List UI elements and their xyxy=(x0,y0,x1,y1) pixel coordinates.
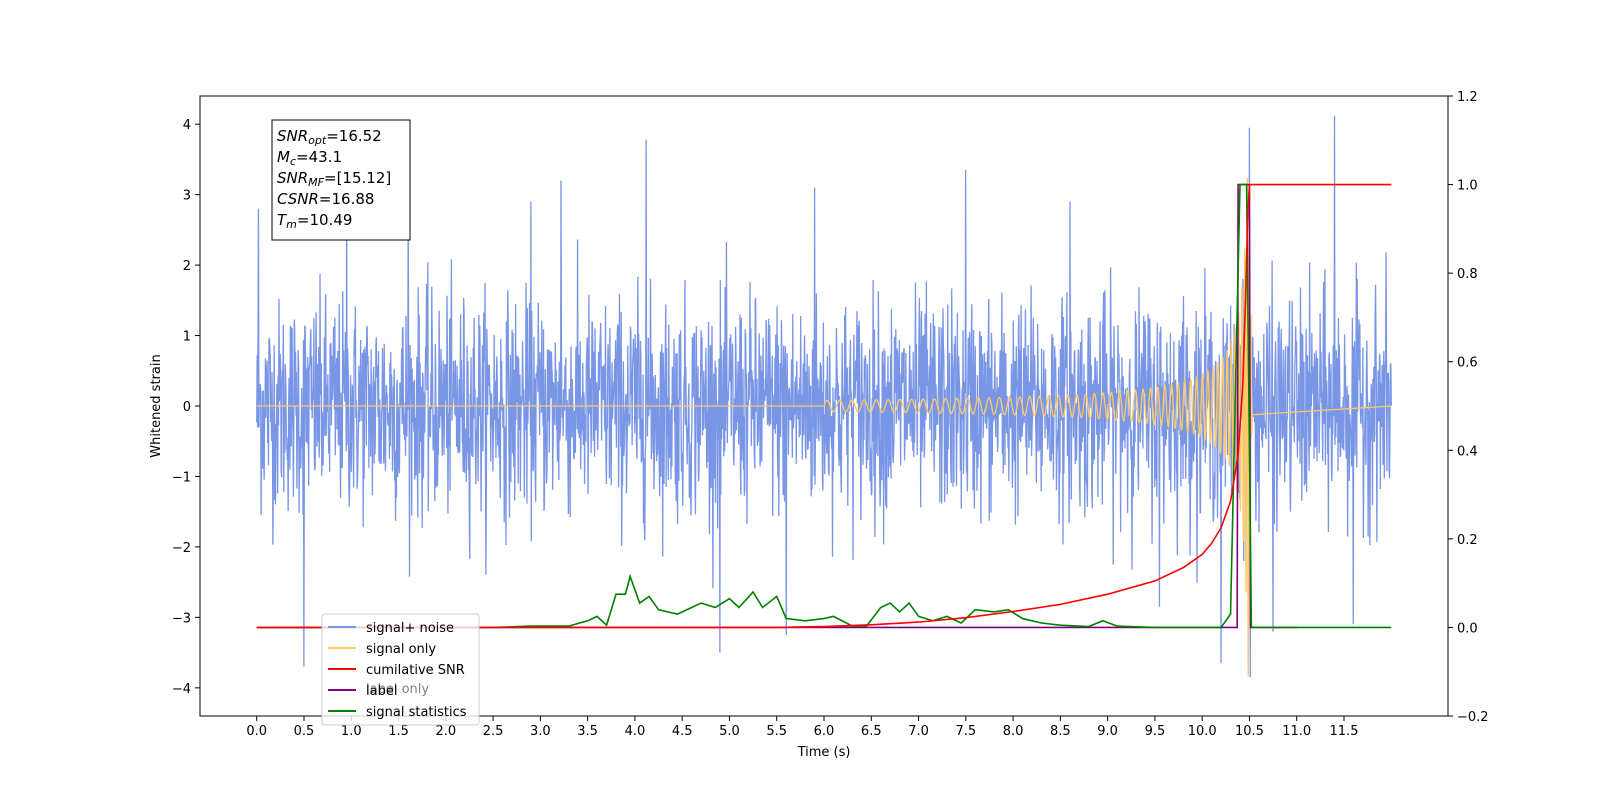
y-tick-label: 2 xyxy=(183,259,191,274)
x-tick-label: 3.0 xyxy=(530,724,551,739)
x-tick-label: 4.5 xyxy=(672,724,693,739)
x-tick-label: 0.5 xyxy=(294,724,315,739)
x-axis-label: Time (s) xyxy=(797,745,851,760)
y2-tick-label: 0.2 xyxy=(1457,533,1478,548)
y-tick-label: 3 xyxy=(183,189,191,204)
legend-label: label xyxy=(366,684,397,699)
x-tick-label: 3.5 xyxy=(577,724,598,739)
y2-tick-label: 0.8 xyxy=(1457,267,1478,282)
info-box-line: SNRopt=16.52 xyxy=(277,127,382,147)
y2-tick-label: 0.6 xyxy=(1457,356,1478,371)
x-tick-label: 9.0 xyxy=(1097,724,1118,739)
x-tick-label: 5.5 xyxy=(766,724,787,739)
y2-tick-label: 0.0 xyxy=(1457,621,1478,636)
x-tick-label: 1.0 xyxy=(341,724,362,739)
legend: label only signal+ noise signal only cumila… xyxy=(321,613,480,726)
legend-frame xyxy=(321,613,480,726)
x-tick-label: 7.0 xyxy=(908,724,929,739)
x-tick-label: 11.0 xyxy=(1282,724,1311,739)
legend-label: signal+ noise xyxy=(366,621,454,636)
plot-area xyxy=(256,115,1392,678)
y2-tick-label: 0.4 xyxy=(1457,444,1478,459)
x-tick-label: 7.5 xyxy=(955,724,976,739)
y-tick-label: 1 xyxy=(183,330,191,345)
ticks: 0.0 0.5 1.0 1.5 2.0 2.5 3.0 3.5 4.0 4.5 5.0 5.5 6.0 6… xyxy=(172,90,1489,739)
y-tick-label: −1 xyxy=(172,470,191,485)
x-tick-label: 4.0 xyxy=(625,724,646,739)
legend-hidden-entry: label only xyxy=(366,682,429,697)
legend-label: signal statistics xyxy=(366,705,467,720)
y-axis-label: Whitened strain xyxy=(149,354,164,457)
x-tick-label: 10.5 xyxy=(1235,724,1264,739)
info-box: SNRopt=16.52Mc=43.1SNRMF=[15.12]CSNR=16.… xyxy=(271,119,411,241)
info-box-line: Mc=43.1 xyxy=(277,148,342,168)
x-tick-label: 0.0 xyxy=(246,724,267,739)
x-tick-label: 2.5 xyxy=(483,724,504,739)
info-box-frame xyxy=(271,119,411,241)
x-tick-label: 10.0 xyxy=(1188,724,1217,739)
x-tick-label: 6.0 xyxy=(814,724,835,739)
x-tick-label: 9.5 xyxy=(1145,724,1166,739)
signal-statistics-line xyxy=(256,183,1392,629)
legend-label: cumilative SNR xyxy=(366,663,465,678)
y-tick-label: −3 xyxy=(172,611,191,626)
y2-tick-label: 1.0 xyxy=(1457,179,1478,194)
info-box-line: CSNR=16.88 xyxy=(277,190,374,208)
x-tick-label: 2.0 xyxy=(435,724,456,739)
x-tick-label: 5.0 xyxy=(719,724,740,739)
y2-tick-label: 1.2 xyxy=(1457,90,1478,105)
y-tick-label: 0 xyxy=(183,400,191,415)
x-tick-label: 8.0 xyxy=(1003,724,1024,739)
x-tick-label: 6.5 xyxy=(861,724,882,739)
legend-label: signal only xyxy=(366,642,436,657)
y-tick-label: −4 xyxy=(172,682,191,697)
x-tick-label: 1.5 xyxy=(388,724,409,739)
info-box-line: Tm=10.49 xyxy=(277,211,352,231)
signal-only-line xyxy=(256,178,1392,677)
x-tick-label: 11.5 xyxy=(1330,724,1359,739)
y-tick-label: −2 xyxy=(172,541,191,556)
y2-tick-label: −0.2 xyxy=(1457,710,1489,725)
x-tick-label: 8.5 xyxy=(1050,724,1071,739)
y-tick-label: 4 xyxy=(183,118,191,133)
cumulative-snr-line xyxy=(256,183,1392,629)
info-box-line: SNRMF=[15.12] xyxy=(277,169,391,189)
signal-noise-line xyxy=(256,115,1392,678)
